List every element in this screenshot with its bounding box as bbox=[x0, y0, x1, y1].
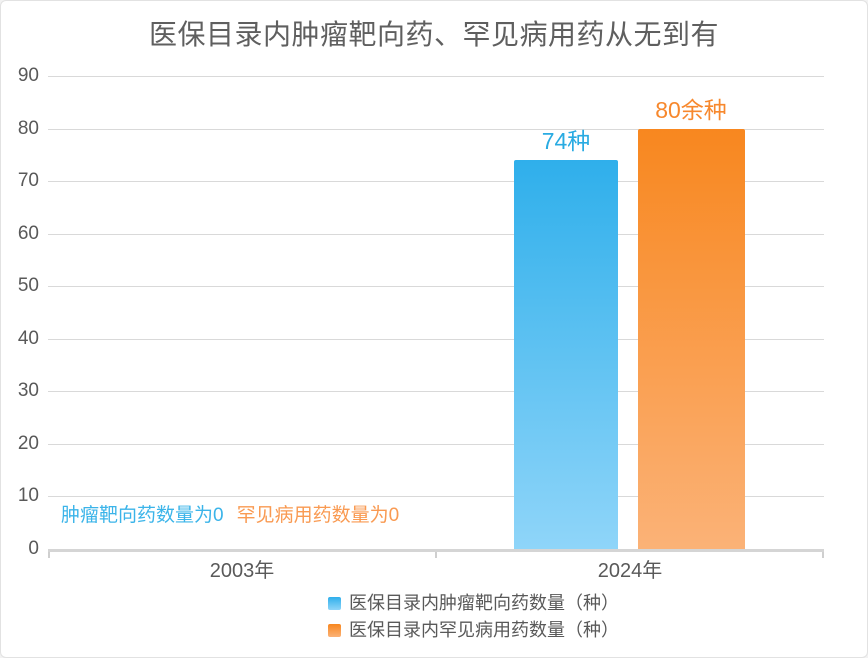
legend-item-tumor-targeted: 医保目录内肿瘤靶向药数量（种） bbox=[328, 592, 619, 614]
legend-label-rare-disease: 医保目录内罕见病用药数量（种） bbox=[349, 620, 619, 640]
y-tick-label-0: 0 bbox=[28, 538, 39, 559]
bar-rare-disease-drugs bbox=[638, 129, 745, 549]
legend: 医保目录内肿瘤靶向药数量（种） 医保目录内罕见病用药数量（种） bbox=[328, 592, 619, 641]
x-axis-tick-left bbox=[48, 552, 50, 558]
bar-label-tumor-targeted: 74种 bbox=[541, 128, 591, 154]
gridline-50 bbox=[48, 286, 824, 288]
chart-title: 医保目录内肿瘤靶向药、罕见病用药从无到有 bbox=[148, 19, 719, 50]
x-category-2003: 2003年 bbox=[209, 560, 275, 582]
y-tick-label-60: 60 bbox=[17, 222, 39, 244]
y-tick-label-50: 50 bbox=[17, 275, 39, 297]
y-tick-label-10: 10 bbox=[17, 485, 39, 507]
gridline-30 bbox=[48, 391, 824, 393]
legend-item-rare-disease: 医保目录内罕见病用药数量（种） bbox=[328, 619, 619, 641]
x-axis-tick-right bbox=[822, 552, 824, 558]
annotation-rare-disease-zero: 罕见病用药数量为0 bbox=[236, 505, 400, 526]
plot-area: 74种 80余种 bbox=[48, 76, 824, 558]
x-axis-tick-middle bbox=[435, 552, 437, 558]
x-category-2024: 2024年 bbox=[597, 560, 663, 582]
y-axis-labels: 90 80 70 60 50 40 30 20 10 0 bbox=[1, 66, 39, 559]
gridline-70 bbox=[48, 181, 824, 183]
annotation-tumor-targeted-zero: 肿瘤靶向药数量为0 bbox=[61, 505, 224, 526]
gridline-60 bbox=[48, 233, 824, 235]
x-axis-labels: 2003年 2024年 bbox=[48, 559, 824, 585]
y-tick-label-40: 40 bbox=[17, 327, 39, 349]
bar-label-rare-disease: 80余种 bbox=[655, 97, 727, 123]
gridline-80 bbox=[48, 128, 824, 130]
gridline-40 bbox=[48, 338, 824, 340]
legend-label-tumor-targeted: 医保目录内肿瘤靶向药数量（种） bbox=[349, 593, 619, 613]
legend-marker-orange-icon bbox=[328, 623, 341, 637]
gridline-10 bbox=[48, 496, 824, 498]
y-tick-label-30: 30 bbox=[17, 380, 39, 402]
y-tick-label-70: 70 bbox=[17, 170, 39, 192]
zero-annotations: 肿瘤靶向药数量为0 罕见病用药数量为0 bbox=[61, 504, 399, 528]
gridline-90 bbox=[48, 76, 824, 77]
bar-tumor-targeted-drugs bbox=[514, 160, 618, 549]
y-tick-label-80: 80 bbox=[17, 117, 39, 139]
legend-marker-blue-icon bbox=[328, 596, 341, 610]
y-tick-label-90: 90 bbox=[17, 65, 39, 86]
gridline-20 bbox=[48, 443, 824, 445]
y-tick-label-20: 20 bbox=[17, 432, 39, 454]
